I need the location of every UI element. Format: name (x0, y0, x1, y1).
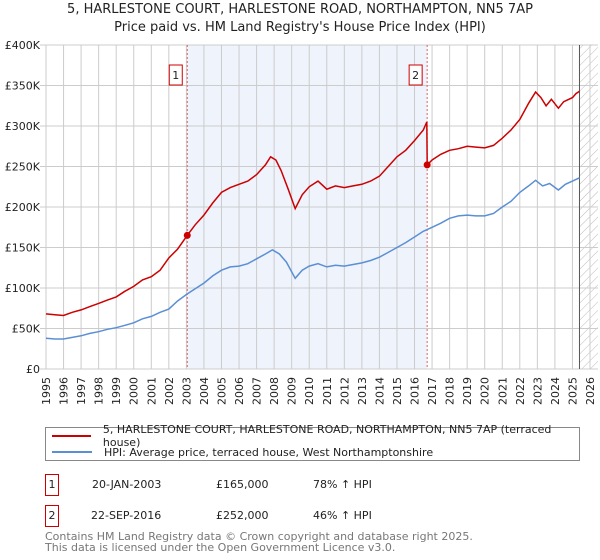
legend-swatch-red (52, 435, 91, 437)
x-tick-label: 2011 (321, 377, 334, 405)
x-tick-label: 2019 (461, 377, 474, 405)
legend: 5, HARLESTONE COURT, HARLESTONE ROAD, NO… (45, 423, 580, 461)
x-tick-label: 2015 (391, 377, 404, 405)
x-tick-label: 2008 (268, 377, 281, 405)
marker-badge: 2 (45, 505, 59, 527)
x-tick-label: 2001 (145, 377, 158, 405)
chart-subtitle: Price paid vs. HM Land Registry's House … (114, 20, 486, 35)
legend-item-hpi: HPI: Average price, terraced house, West… (52, 444, 433, 460)
x-tick-label: 2024 (549, 377, 562, 405)
x-tick-label: 2004 (198, 377, 211, 405)
x-tick-label: 2002 (163, 377, 176, 405)
chart-title: 5, HARLESTONE COURT, HARLESTONE ROAD, NO… (67, 2, 533, 17)
hpi-line (45, 177, 580, 340)
x-tick-label: 2021 (496, 377, 509, 405)
x-tick-label: 2000 (128, 377, 141, 405)
x-tick-label: 2005 (215, 377, 228, 405)
hpi-change: 46% ↑ HPI (313, 509, 372, 522)
legend-item-property: 5, HARLESTONE COURT, HARLESTONE ROAD, NO… (52, 423, 579, 449)
sale-date: 22-SEP-2016 (91, 509, 162, 522)
x-tick-label: 2007 (251, 377, 264, 405)
sale-price: £252,000 (216, 509, 269, 522)
x-tick-label: 2012 (338, 377, 351, 405)
price-chart: 1995 1996 1997 1998 1999 2000 2001 2002 2003 2004… (5, 39, 598, 405)
sale-marker-label: 2 (412, 69, 419, 82)
x-tick-label: 2018 (444, 377, 457, 405)
x-tick-label: 2010 (303, 377, 316, 405)
marker-badge: 1 (45, 474, 59, 496)
y-tick-label: £50K (12, 323, 41, 336)
hpi-change: 78% ↑ HPI (313, 478, 372, 491)
x-tick-label: 2023 (531, 377, 544, 405)
x-tick-label: 2014 (373, 377, 386, 405)
footer-copyright: Contains HM Land Registry data © Crown c… (45, 530, 473, 543)
x-tick-label: 1999 (110, 377, 123, 405)
price-paid-line (45, 90, 580, 317)
y-tick-label: £350K (5, 80, 41, 93)
y-tick-label: £100K (5, 282, 41, 295)
x-tick-label: 1997 (75, 377, 88, 405)
x-tick-label: 2020 (479, 377, 492, 405)
sale-marker-box (168, 64, 183, 86)
y-tick-label: £0 (26, 363, 40, 376)
x-tick-label: 2013 (356, 377, 369, 405)
y-tick-label: £300K (5, 120, 41, 133)
y-tick-label: £150K (5, 242, 41, 255)
sale-date: 20-JAN-2003 (92, 478, 162, 491)
x-tick-label: 2017 (426, 377, 439, 405)
x-tick-label: 1996 (58, 377, 71, 405)
y-tick-label: £250K (5, 161, 41, 174)
x-tick-label: 1995 (40, 377, 53, 405)
sale-point (183, 231, 191, 239)
sale-price: £165,000 (216, 478, 269, 491)
footer-licence: This data is licensed under the Open Gov… (45, 541, 396, 554)
x-tick-label: 2009 (286, 377, 299, 405)
legend-label: HPI: Average price, terraced house, West… (104, 445, 434, 459)
x-tick-label: 1998 (93, 377, 106, 405)
y-tick-label: £200K (5, 201, 41, 214)
x-tick-label: 2022 (514, 377, 527, 405)
x-tick-label: 2006 (233, 377, 246, 405)
x-tick-label: 2016 (409, 377, 422, 405)
y-tick-label: £400K (5, 39, 41, 52)
legend-label: 5, HARLESTONE COURT, HARLESTONE ROAD, NO… (102, 423, 552, 449)
legend-swatch-blue (52, 451, 92, 453)
x-tick-label: 2003 (180, 377, 193, 405)
x-tick-label: 2025 (566, 377, 579, 405)
x-tick-label: 2026 (584, 377, 597, 405)
sale-marker-label: 1 (172, 69, 179, 82)
sale-marker-box (408, 64, 423, 86)
sale-point (423, 161, 431, 169)
